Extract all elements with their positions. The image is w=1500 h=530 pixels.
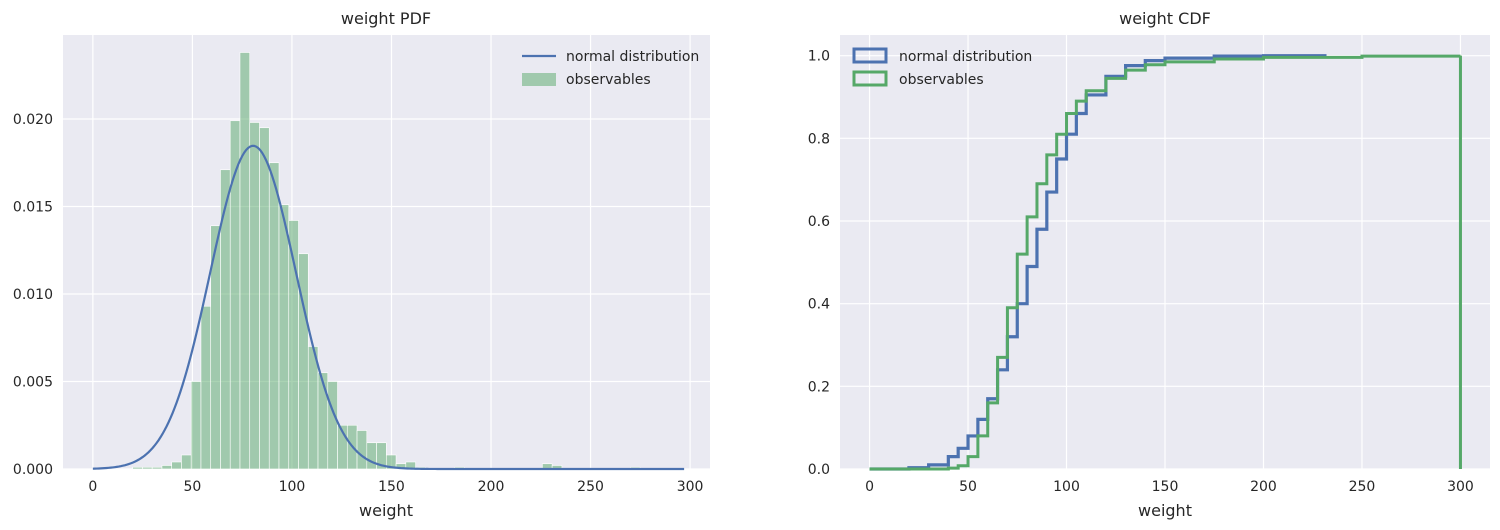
cdf-legend: normal distribution observables bbox=[852, 47, 1032, 88]
cdf-title: weight CDF bbox=[1119, 9, 1211, 28]
pdf-histogram-bar bbox=[142, 466, 153, 470]
cdf-grid bbox=[840, 35, 1490, 470]
pdf-x-tick-label: 50 bbox=[183, 479, 201, 495]
pdf-x-tick-label: 150 bbox=[378, 479, 405, 495]
cdf-y-tick-label: 0.4 bbox=[808, 297, 830, 313]
pdf-histogram-bar bbox=[132, 466, 143, 470]
pdf-y-tick-label: 0.020 bbox=[13, 112, 53, 128]
pdf-y-tick-label: 0.010 bbox=[13, 287, 53, 303]
pdf-y-tick-label: 0.015 bbox=[13, 200, 53, 216]
pdf-x-ticks: 0 50 100 150 200 250 300 bbox=[88, 479, 703, 495]
pdf-histogram-bar bbox=[239, 52, 251, 470]
cdf-x-tick-label: 300 bbox=[1447, 479, 1474, 495]
cdf-panel: 0 50 100 150 200 250 300 0.0 0.2 0.4 0.6 0.8 1.0 we… bbox=[808, 9, 1490, 520]
cdf-x-tick-label: 200 bbox=[1250, 479, 1277, 495]
cdf-x-label: weight bbox=[1138, 501, 1192, 520]
pdf-normal-curve bbox=[92, 144, 685, 471]
pdf-y-ticks: 0.000 0.005 0.010 0.015 0.020 bbox=[13, 112, 53, 478]
pdf-title: weight PDF bbox=[341, 9, 431, 28]
cdf-legend-observables-swatch bbox=[852, 70, 888, 87]
pdf-panel: 0 50 100 150 200 250 300 0.0000.0050.0100.0150… bbox=[13, 9, 710, 520]
pdf-histogram-bar bbox=[220, 169, 231, 470]
pdf-histogram-bar bbox=[200, 305, 212, 470]
cdf-y-tick-label: 0.0 bbox=[808, 462, 830, 478]
pdf-histogram-bar bbox=[278, 204, 290, 470]
pdf-plot-area bbox=[63, 35, 710, 469]
pdf-histogram-bar bbox=[181, 454, 192, 470]
pdf-histogram-bar bbox=[151, 466, 163, 470]
pdf-histogram-bar bbox=[386, 454, 397, 470]
cdf-y-tick-label: 0.2 bbox=[808, 379, 830, 395]
pdf-y-tick-label: 0.000 bbox=[13, 462, 53, 478]
pdf-legend-normal: normal distribution bbox=[566, 49, 699, 65]
cdf-observables-line bbox=[869, 54, 1462, 471]
cdf-x-tick-label: 150 bbox=[1152, 479, 1179, 495]
cdf-y-ticks: 0.0 0.2 0.4 0.6 0.8 1.0 bbox=[808, 49, 830, 478]
pdf-x-tick-label: 300 bbox=[677, 479, 704, 495]
pdf-y-tick-label: 0.005 bbox=[13, 375, 53, 391]
cdf-legend-normal-swatch bbox=[852, 47, 888, 64]
cdf-y-tick-label: 0.6 bbox=[808, 214, 830, 230]
pdf-histogram-bar bbox=[327, 381, 338, 470]
cdf-y-tick-label: 1.0 bbox=[808, 49, 830, 65]
pdf-histogram-bar bbox=[161, 465, 172, 470]
pdf-legend: normal distribution observables bbox=[522, 49, 699, 88]
pdf-histogram-bar bbox=[249, 122, 260, 470]
pdf-x-tick-label: 100 bbox=[279, 479, 306, 495]
pdf-histogram-bar bbox=[268, 162, 280, 470]
pdf-x-tick-label: 200 bbox=[478, 479, 505, 495]
pdf-histogram-bar bbox=[190, 381, 202, 470]
cdf-x-tick-label: 250 bbox=[1349, 479, 1376, 495]
cdf-legend-normal: normal distribution bbox=[899, 49, 1032, 65]
pdf-histogram-bar bbox=[307, 346, 319, 470]
pdf-histogram-bar bbox=[366, 442, 377, 470]
pdf-x-tick-label: 0 bbox=[88, 479, 97, 495]
pdf-histogram-bar bbox=[259, 127, 270, 470]
pdf-histogram-bar bbox=[317, 372, 329, 470]
pdf-x-label: weight bbox=[359, 501, 413, 520]
pdf-grid bbox=[63, 35, 710, 470]
cdf-x-tick-label: 0 bbox=[865, 479, 874, 495]
pdf-histogram-bar bbox=[356, 430, 368, 470]
pdf-legend-observables: observables bbox=[566, 72, 651, 88]
pdf-histogram-bar bbox=[171, 461, 182, 470]
pdf-legend-bar-swatch bbox=[522, 73, 556, 86]
pdf-histogram bbox=[132, 52, 641, 470]
cdf-y-tick-label: 0.8 bbox=[808, 131, 830, 147]
cdf-legend-observables: observables bbox=[899, 72, 984, 88]
cdf-x-ticks: 0 50 100 150 200 250 300 bbox=[865, 479, 1474, 495]
pdf-x-tick-label: 250 bbox=[577, 479, 604, 495]
cdf-x-tick-label: 50 bbox=[959, 479, 977, 495]
cdf-x-tick-label: 100 bbox=[1053, 479, 1080, 495]
